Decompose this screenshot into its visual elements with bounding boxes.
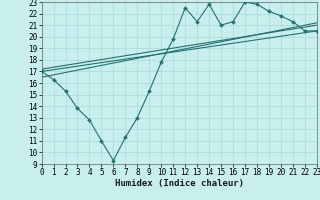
X-axis label: Humidex (Indice chaleur): Humidex (Indice chaleur) xyxy=(115,179,244,188)
